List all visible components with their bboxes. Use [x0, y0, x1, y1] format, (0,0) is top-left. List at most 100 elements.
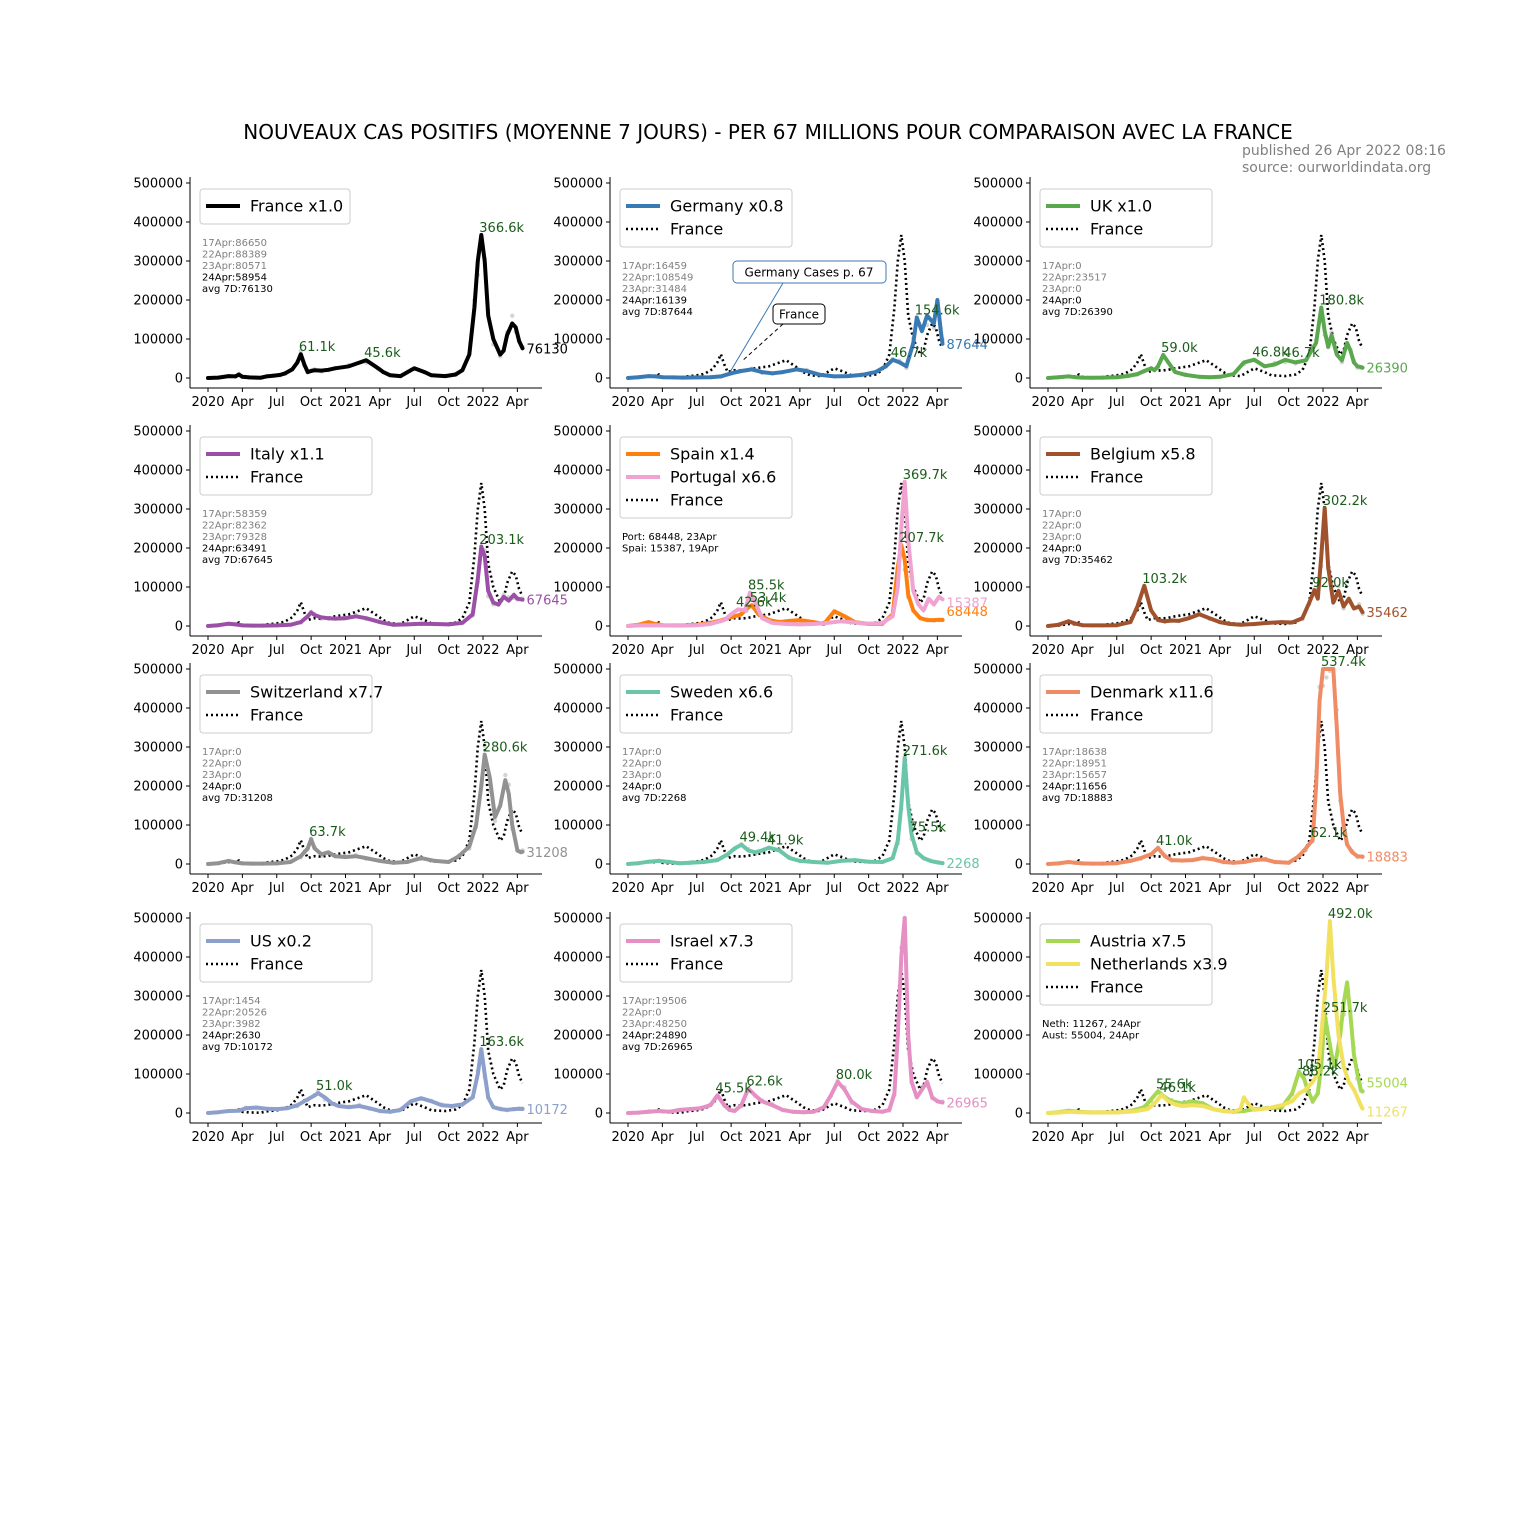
peak-annotation: 49.4k: [739, 831, 776, 846]
x-tick-label: Jul: [405, 1130, 422, 1145]
x-tick-label: 2022: [886, 643, 919, 658]
y-tick-label: 300000: [553, 255, 603, 270]
info-line: 24Apr:16139: [622, 296, 687, 307]
x-tick-label: Apr: [1346, 395, 1369, 410]
end-value-label: 87644: [947, 338, 988, 353]
peak-annotation: 537.4k: [1321, 655, 1366, 670]
y-tick-label: 0: [1015, 1107, 1023, 1122]
x-tick-label: 2021: [749, 395, 782, 410]
legend-box: [199, 436, 373, 496]
info-line: Aust: 55004, 24Apr: [1042, 1031, 1140, 1042]
y-tick-label: 200000: [553, 294, 603, 309]
series-line: [206, 752, 525, 866]
info-line: 24Apr:24890: [622, 1031, 687, 1042]
info-line: 24Apr:11656: [1042, 782, 1107, 793]
info-line: avg 7D:10172: [202, 1042, 273, 1053]
x-tick-label: 2021: [749, 1130, 782, 1145]
info-line: 17Apr:16459: [622, 261, 687, 272]
x-tick-label: Apr: [1071, 881, 1094, 896]
peak-annotation: 53.4k: [750, 591, 787, 606]
y-tick-label: 500000: [973, 425, 1023, 440]
publication-info: published 26 Apr 2022 08:16 source: ourw…: [1242, 143, 1446, 177]
info-line: 22Apr:0: [622, 1008, 662, 1019]
x-tick-label: 2020: [1031, 1130, 1064, 1145]
x-tick-label: 2020: [191, 395, 224, 410]
y-tick-label: 400000: [133, 464, 183, 479]
x-tick-label: Oct: [437, 395, 459, 410]
x-tick-label: 2020: [611, 643, 644, 658]
info-line: avg 7D:2268: [622, 793, 686, 804]
peak-annotation: 366.6k: [479, 221, 524, 236]
end-value-label: 67645: [527, 594, 568, 609]
info-line: avg 7D:87644: [622, 307, 693, 318]
x-tick-label: Jul: [825, 881, 842, 896]
peak-annotation: 45.5k: [715, 1081, 752, 1096]
info-line: 24Apr:2630: [202, 1031, 261, 1042]
end-value-label: 35462: [1367, 606, 1408, 621]
legend-label: Sweden x6.6: [670, 683, 773, 702]
x-tick-label: Jul: [268, 395, 285, 410]
y-tick-label: 300000: [973, 255, 1023, 270]
daily-point: [510, 313, 515, 318]
info-line: 22Apr:82362: [202, 521, 267, 532]
daily-point: [492, 818, 498, 824]
info-line: avg 7D:26965: [622, 1042, 693, 1053]
legend-label: Denmark x11.6: [1090, 683, 1214, 702]
y-tick-label: 100000: [133, 581, 183, 596]
x-tick-label: 2021: [1169, 1130, 1202, 1145]
x-tick-label: Apr: [369, 1130, 392, 1145]
y-tick-label: 500000: [133, 177, 183, 192]
callout-arrow: [727, 282, 784, 377]
legend-label: Germany x0.8: [670, 197, 784, 216]
legend-box: [1039, 674, 1213, 734]
x-tick-label: Oct: [857, 395, 879, 410]
legend-label: Belgium x5.8: [1090, 445, 1196, 464]
x-tick-label: Jul: [825, 395, 842, 410]
x-tick-label: 2022: [466, 881, 499, 896]
x-tick-label: Apr: [231, 881, 254, 896]
y-tick-label: 0: [175, 372, 183, 387]
info-line: avg 7D:35462: [1042, 555, 1113, 566]
x-tick-label: Jul: [1108, 395, 1125, 410]
series-line: [626, 756, 945, 866]
callout-arrow: [741, 323, 784, 362]
legend-box: [199, 188, 351, 225]
legend-label: Spain x1.4: [670, 445, 755, 464]
x-tick-label: Apr: [926, 1130, 949, 1145]
x-tick-label: 2020: [611, 881, 644, 896]
y-tick-label: 200000: [553, 542, 603, 557]
published-date: published 26 Apr 2022 08:16: [1242, 143, 1446, 159]
x-tick-label: Jul: [405, 395, 422, 410]
y-tick-label: 200000: [973, 294, 1023, 309]
legend-box: [619, 436, 793, 519]
y-tick-label: 500000: [553, 425, 603, 440]
peak-annotation: 45.6k: [364, 346, 401, 361]
daily-point: [503, 772, 508, 778]
info-line: 23Apr:31484: [622, 284, 687, 295]
y-tick-label: 300000: [133, 990, 183, 1005]
legend-label: Israel x7.3: [670, 932, 754, 951]
peak-annotation: 46.7k: [891, 346, 928, 361]
y-tick-label: 500000: [973, 912, 1023, 927]
callout-label: Germany Cases p. 67: [745, 266, 874, 280]
legend-box: [1039, 188, 1213, 248]
chart-title: NOUVEAUX CAS POSITIFS (MOYENNE 7 JOURS) …: [243, 120, 1293, 144]
peak-annotation: 280.6k: [483, 741, 528, 756]
legend-label: Netherlands x3.9: [1090, 955, 1228, 974]
legend-box: [1039, 436, 1213, 496]
y-tick-label: 400000: [553, 216, 603, 231]
peak-annotation: 92.0k: [1312, 576, 1349, 591]
x-tick-label: 2022: [886, 395, 919, 410]
y-tick-label: 400000: [973, 216, 1023, 231]
y-tick-label: 0: [595, 372, 603, 387]
peak-annotation: 180.8k: [1319, 293, 1364, 308]
x-tick-label: Apr: [369, 395, 392, 410]
france-reference-line: [627, 969, 944, 1115]
x-tick-label: Jul: [1108, 643, 1125, 658]
peak-annotation: 203.1k: [479, 533, 524, 548]
peak-annotation: 46.8k: [1252, 346, 1289, 361]
x-tick-label: Jul: [1245, 395, 1262, 410]
x-tick-label: 2020: [611, 395, 644, 410]
x-tick-label: 2021: [1169, 881, 1202, 896]
x-tick-label: Jul: [825, 1130, 842, 1145]
